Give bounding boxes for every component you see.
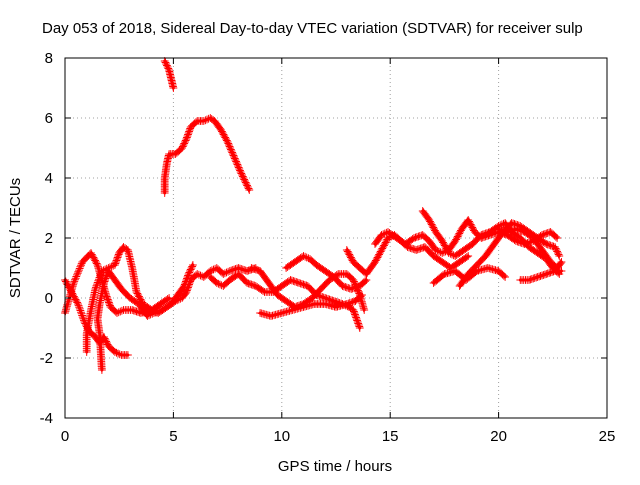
x-tick-label: 5 [169,428,177,445]
series-markers [516,267,566,284]
y-tick-label: -2 [40,350,53,367]
ticks [64,57,608,419]
y-tick-label: -4 [40,410,53,427]
x-tick-label: 25 [599,428,616,445]
series-markers [160,57,178,92]
series-track-3 [82,243,174,356]
series-track-14 [429,264,510,287]
series-track-5 [160,114,254,197]
series-markers [282,252,371,293]
x-tick-label: 0 [61,428,69,445]
series-track-17 [516,267,566,284]
series-track-10 [282,252,371,293]
y-tick-label: 4 [45,170,53,187]
series-markers [160,114,254,197]
x-tick-label: 15 [382,428,399,445]
y-tick-label: 0 [45,290,53,307]
x-tick-label: 10 [273,428,290,445]
series-markers [342,231,473,278]
series-track-6 [160,57,178,92]
series-track-16 [494,225,566,272]
y-tick-label: 8 [45,50,53,67]
y-axis-label: SDTVAR / TECUs [7,178,24,298]
series-markers [82,243,174,356]
y-tick-label: 6 [45,110,53,127]
x-tick-label: 20 [490,428,507,445]
tick-labels: 0 5 10 15 20 25 -4 -2 0 2 4 6 8 [40,50,616,445]
chart-title: Day 053 of 2018, Sidereal Day-to-day VTE… [42,20,583,37]
x-axis-label: GPS time / hours [278,458,392,475]
series-markers [93,261,197,374]
series-markers [256,291,366,320]
y-tick-label: 2 [45,230,53,247]
series-track-9 [256,291,366,320]
series-layer [61,57,566,374]
series-track-4 [93,261,197,374]
